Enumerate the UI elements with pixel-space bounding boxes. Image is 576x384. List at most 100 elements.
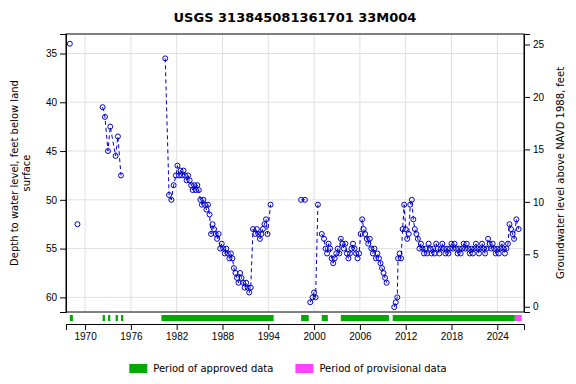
data-point	[395, 295, 400, 300]
y-tick-mark	[60, 54, 66, 55]
y-axis: 354045505560	[46, 35, 67, 313]
data-point	[361, 227, 366, 232]
y-axis-line	[60, 35, 67, 313]
data-point	[351, 241, 356, 246]
data-point	[322, 236, 327, 241]
data-point	[392, 305, 397, 310]
x-tick-mark	[177, 324, 178, 330]
data-point	[343, 241, 348, 246]
data-point	[452, 241, 457, 246]
y2-tick-label: 20	[533, 92, 545, 103]
y-tick-label: 45	[46, 146, 58, 157]
data-point	[231, 266, 236, 271]
data-point	[337, 251, 342, 256]
data-point	[169, 197, 174, 202]
x-tick: 1970	[74, 324, 97, 342]
series	[308, 202, 321, 305]
y2-tick: 0	[524, 301, 539, 312]
data-point	[171, 183, 176, 188]
y2-tick: 15	[524, 144, 545, 155]
data-point	[196, 188, 201, 193]
data-point	[347, 251, 352, 256]
data-point	[380, 266, 385, 271]
y-tick: 45	[46, 146, 66, 157]
data-point	[415, 236, 420, 241]
grid-line	[451, 34, 452, 312]
series	[319, 217, 389, 285]
y2-axis-line	[525, 35, 531, 313]
data-point	[502, 251, 507, 256]
data-point	[239, 275, 244, 280]
x-tick: 2006	[349, 324, 372, 342]
y2-tick-label: 10	[533, 197, 545, 208]
data-point	[238, 270, 243, 275]
y-tick-label: 40	[46, 97, 58, 108]
data-point	[408, 202, 413, 207]
x-tick: 2024	[487, 324, 510, 342]
data-point	[308, 300, 313, 305]
data-point	[263, 217, 268, 222]
data-point	[514, 217, 519, 222]
y2-tick-label: 5	[533, 249, 539, 260]
y2-tick-label: 0	[533, 301, 539, 312]
data-point	[516, 227, 521, 232]
series-line	[103, 107, 121, 175]
data-point	[319, 231, 324, 236]
data-point	[228, 251, 233, 256]
grid-line	[130, 34, 131, 312]
data-point	[224, 246, 229, 251]
y-tick: 40	[46, 97, 66, 108]
data-point	[75, 222, 80, 227]
data-point	[360, 217, 365, 222]
data-point	[102, 114, 107, 119]
data-point	[175, 163, 180, 168]
data-point	[393, 300, 398, 305]
data-point	[480, 241, 485, 246]
data-point	[181, 168, 186, 173]
data-point	[313, 295, 318, 300]
chart: 1970197619821988199420002006201220182024…	[0, 0, 576, 384]
data-point	[440, 241, 445, 246]
y-tick-label: 35	[46, 48, 58, 59]
x-axis-line	[67, 325, 525, 331]
grid-line	[66, 53, 524, 54]
data-point	[105, 149, 110, 154]
y2-tick-mark	[524, 307, 530, 308]
data-point	[163, 56, 168, 61]
data-point	[325, 251, 330, 256]
series	[163, 56, 273, 295]
period-bar	[70, 315, 73, 321]
data-point	[499, 241, 504, 246]
series	[67, 41, 72, 46]
data-point	[341, 246, 346, 251]
data-point	[260, 227, 265, 232]
data-point	[409, 197, 414, 202]
data-point	[434, 241, 439, 246]
data-point	[406, 231, 411, 236]
data-point	[331, 261, 336, 266]
legend: Period of approved dataPeriod of provisi…	[129, 363, 446, 374]
data-point	[414, 231, 419, 236]
x-tick-mark	[497, 324, 498, 330]
y-tick-mark	[60, 102, 66, 103]
x-tick-mark	[85, 324, 86, 330]
data-point	[195, 183, 200, 188]
data-point	[265, 231, 270, 236]
period-bar	[341, 315, 389, 321]
data-point	[100, 105, 105, 110]
grid-line	[66, 297, 524, 298]
data-point	[187, 178, 192, 183]
y-tick-mark	[60, 200, 66, 201]
x-tick-mark	[451, 324, 452, 330]
data-point	[426, 241, 431, 246]
y-tick: 60	[46, 292, 66, 303]
data-point	[383, 275, 388, 280]
data-point	[509, 227, 514, 232]
data-point	[512, 236, 517, 241]
x-tick: 1994	[258, 324, 281, 342]
y2-axis-label: Groundwater level above NAVD 1988, feet	[555, 67, 566, 279]
data-point	[490, 241, 495, 246]
data-point	[372, 246, 377, 251]
grid-line	[314, 34, 315, 312]
y-tick-mark	[60, 297, 66, 298]
